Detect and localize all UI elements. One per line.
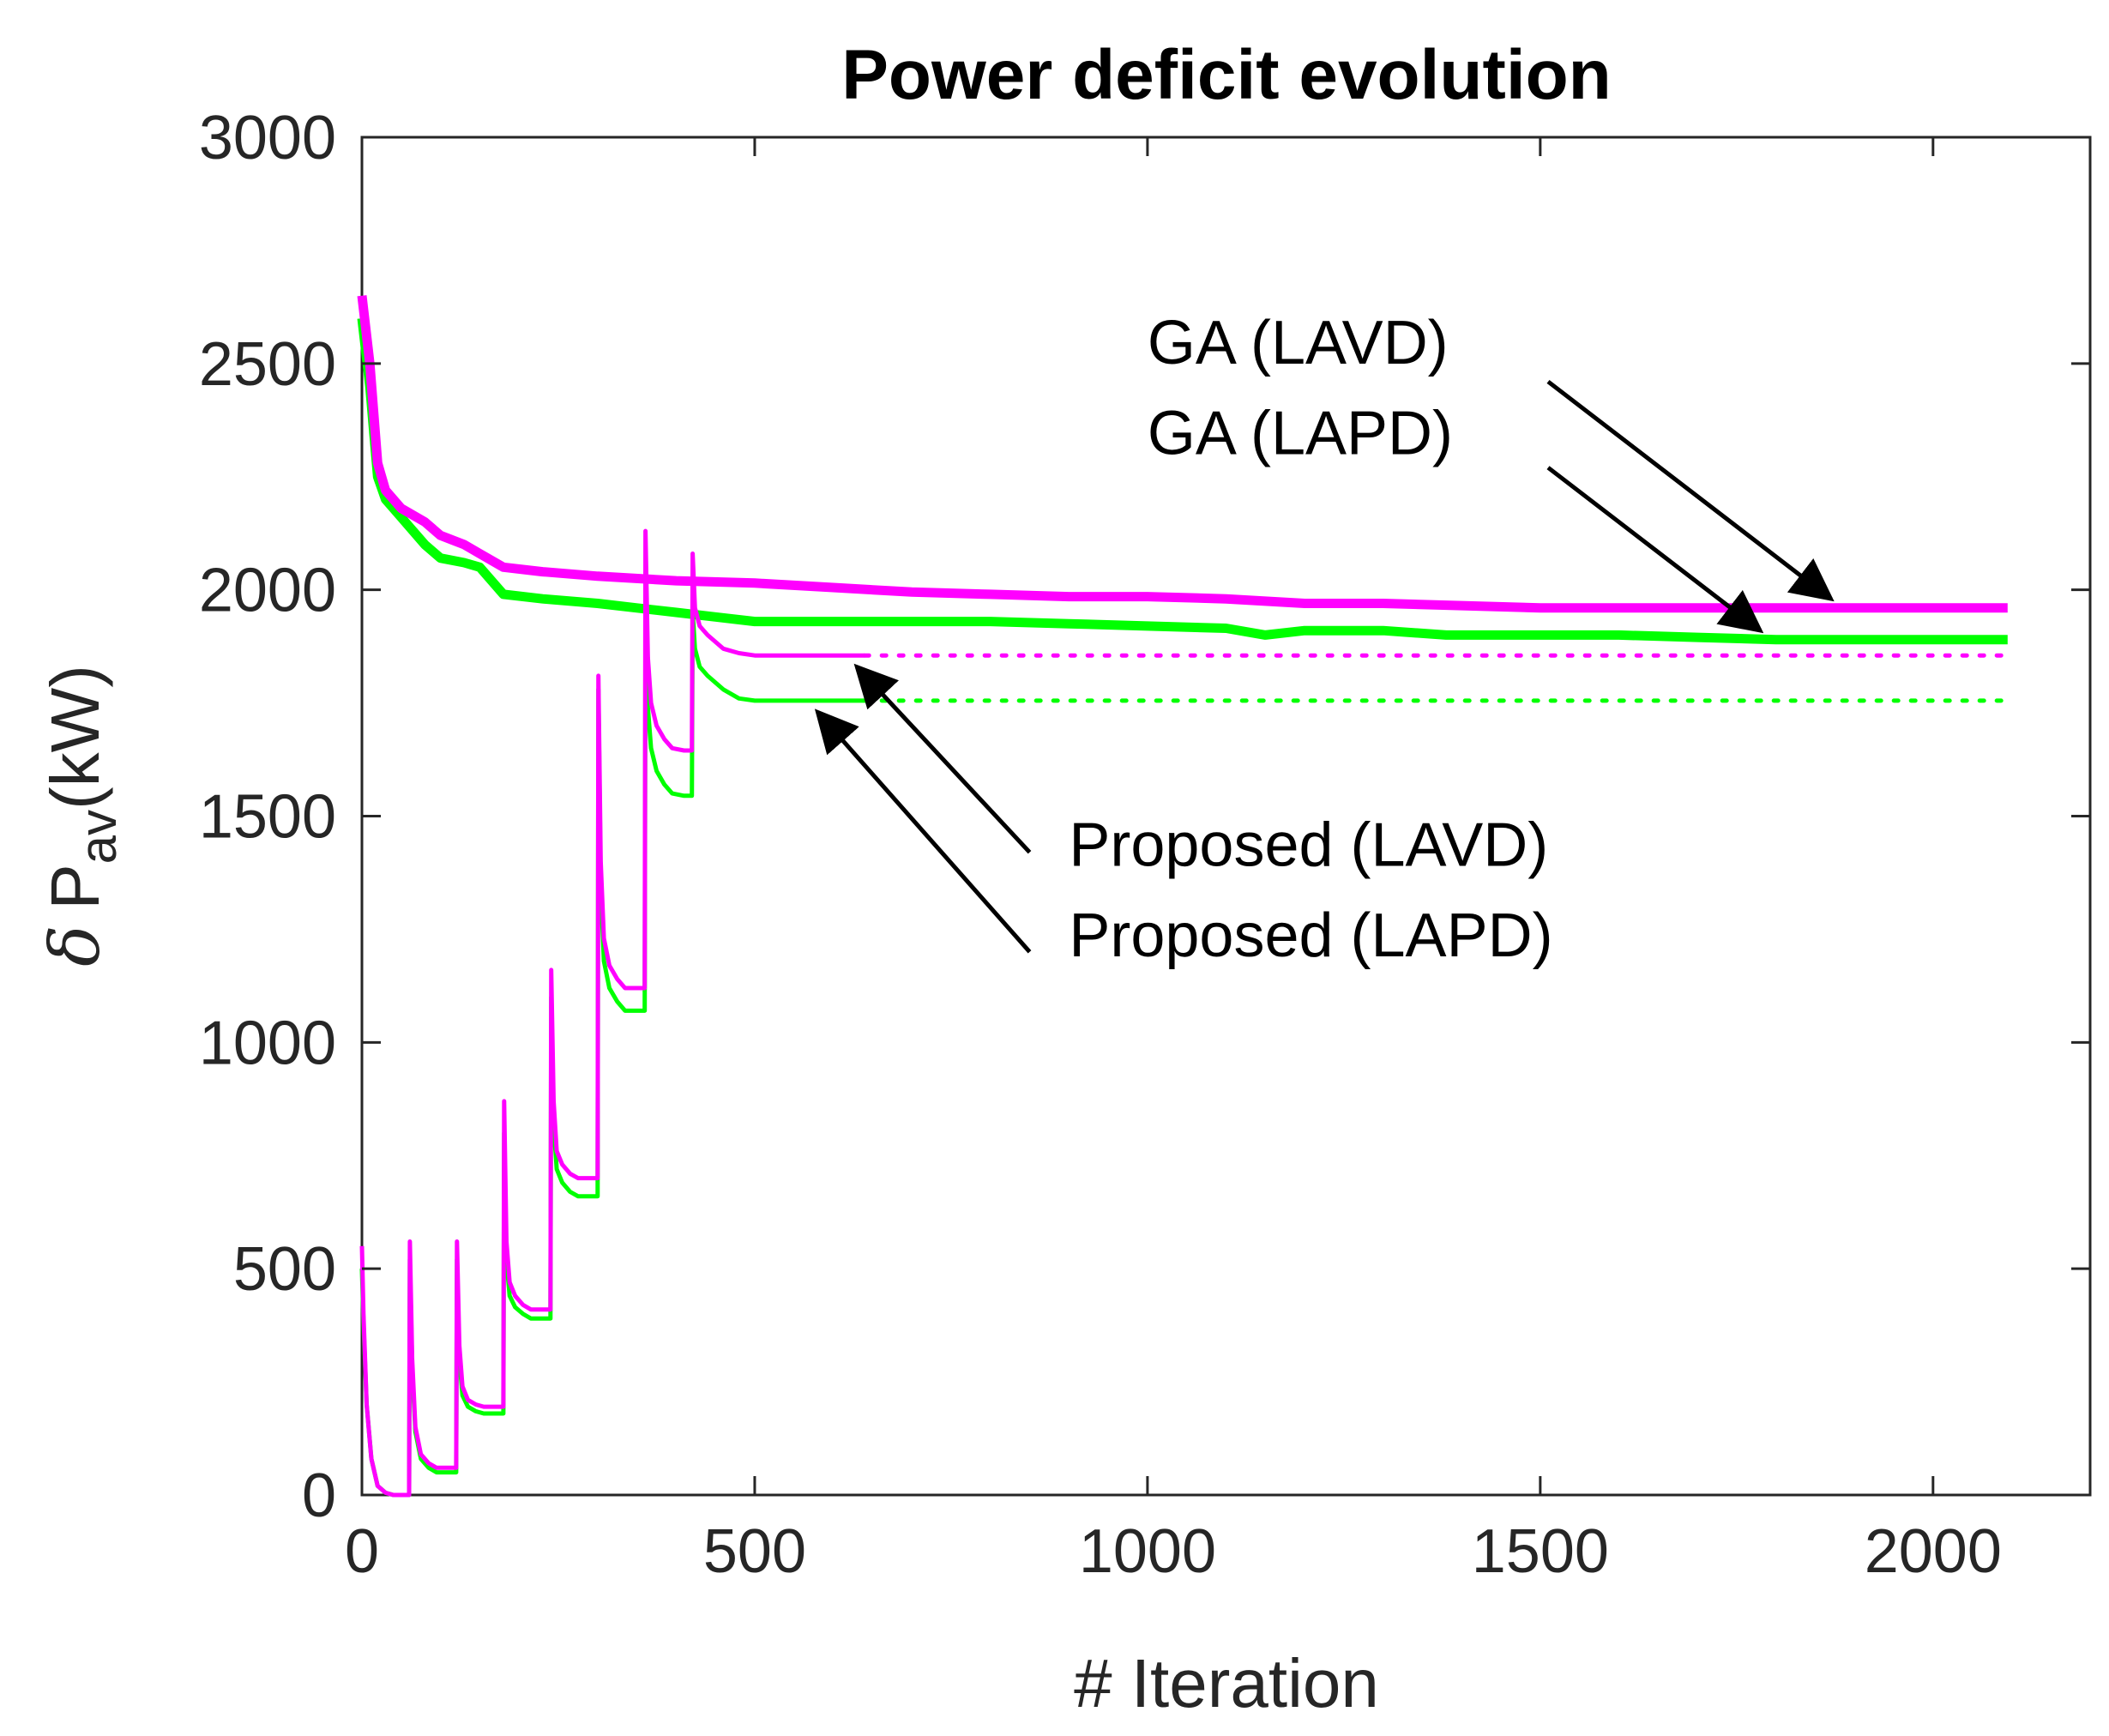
y-axis-label-main: P bbox=[37, 864, 113, 909]
annotation-arrow-proposed-lapd bbox=[814, 708, 1032, 954]
annotation-label-ga-lapd: GA (LAPD) bbox=[1148, 399, 1453, 467]
annotation-arrow-ga-lavd bbox=[1546, 379, 1835, 602]
annotation-layer: GA (LAVD) GA (LAPD) Proposed (LAVD) Propose… bbox=[814, 309, 1835, 970]
series-line-ga-lavd bbox=[357, 295, 2008, 613]
series-line-proposed-lapd bbox=[359, 610, 865, 1498]
series-line-proposed-lavd bbox=[359, 528, 865, 1498]
x-tick-label: 2000 bbox=[1865, 1517, 2002, 1586]
annotation-label-proposed-lavd: Proposed (LAVD) bbox=[1069, 811, 1548, 880]
y-axis-label-unit: (kW) bbox=[37, 665, 113, 810]
y-tick-label: 0 bbox=[302, 1462, 336, 1530]
annotation-arrow-ga-lapd bbox=[1546, 466, 1764, 634]
y-axis-label-symbol: δ bbox=[35, 925, 115, 967]
y-tick-label: 1500 bbox=[199, 783, 336, 852]
x-tick-label: 1000 bbox=[1079, 1517, 1216, 1586]
chart-title: Power deficit evolution bbox=[841, 36, 1612, 114]
x-tick-label: 1500 bbox=[1472, 1517, 1609, 1586]
axis-layer: 0 500 1000 1500 2000 0 500 1000 1500 2000 2500 3000 bbox=[199, 104, 2090, 1586]
y-tick-label: 3000 bbox=[199, 104, 336, 172]
y-tick-label: 1000 bbox=[199, 1009, 336, 1077]
series-line-ga-lapd bbox=[357, 317, 2008, 645]
annotation-label-ga-lavd: GA (LAVD) bbox=[1148, 309, 1449, 377]
series-layer bbox=[357, 295, 2010, 1498]
annotation-arrow-proposed-lavd bbox=[853, 663, 1032, 854]
x-axis-label: # Iteration bbox=[1074, 1645, 1379, 1721]
y-tick-label: 2000 bbox=[199, 557, 336, 625]
y-tick-label: 2500 bbox=[199, 330, 336, 399]
y-axis-label-subscript: av bbox=[69, 810, 127, 864]
annotation-label-proposed-lapd: Proposed (LAPD) bbox=[1069, 901, 1552, 970]
x-tick-label: 0 bbox=[345, 1517, 379, 1586]
y-tick-label: 500 bbox=[233, 1235, 336, 1304]
y-axis-label: δPav(kW) bbox=[35, 665, 127, 967]
x-tick-label: 500 bbox=[703, 1517, 806, 1586]
